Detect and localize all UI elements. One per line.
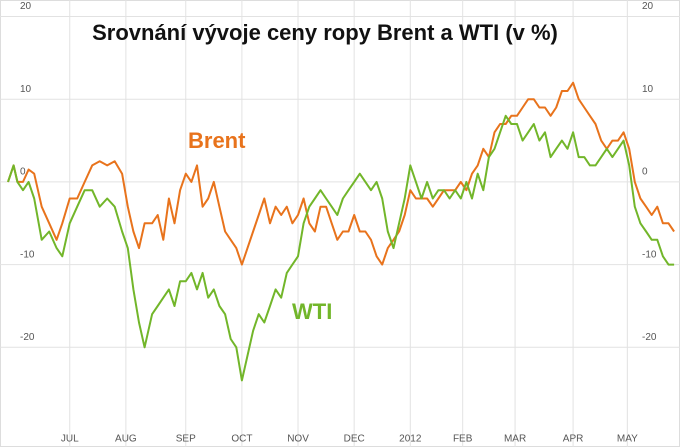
x-tick-label: DEC — [344, 434, 365, 445]
y-tick-label: -20 — [642, 332, 657, 343]
x-tick-label: NOV — [287, 434, 309, 445]
series-label: WTI — [292, 299, 332, 324]
y-tick-label: 10 — [642, 84, 654, 95]
y-tick-label: -10 — [20, 249, 35, 260]
x-tick-label: MAR — [504, 434, 526, 445]
y-tick-label: -10 — [642, 249, 657, 260]
x-tick-label: AUG — [115, 434, 137, 445]
series-label: Brent — [188, 128, 246, 153]
y-tick-label: 20 — [20, 1, 32, 12]
x-tick-label: APR — [563, 434, 584, 445]
x-tick-label: OCT — [231, 434, 252, 445]
x-tick-label: MAY — [617, 434, 638, 445]
y-tick-label: 20 — [642, 1, 654, 12]
y-tick-label: 0 — [20, 167, 26, 178]
series-line — [7, 114, 675, 382]
series-line — [7, 81, 675, 266]
x-tick-label: SEP — [176, 434, 196, 445]
lines — [7, 81, 675, 382]
y-tick-label: 0 — [642, 167, 648, 178]
x-tick-label: FEB — [453, 434, 473, 445]
y-tick-label: -20 — [20, 332, 35, 343]
y-tick-label: 10 — [20, 84, 32, 95]
x-tick-label: 2012 — [399, 434, 422, 445]
x-tick-label: JUL — [61, 434, 79, 445]
chart-title: Srovnání vývoje ceny ropy Brent a WTI (v… — [92, 20, 558, 45]
